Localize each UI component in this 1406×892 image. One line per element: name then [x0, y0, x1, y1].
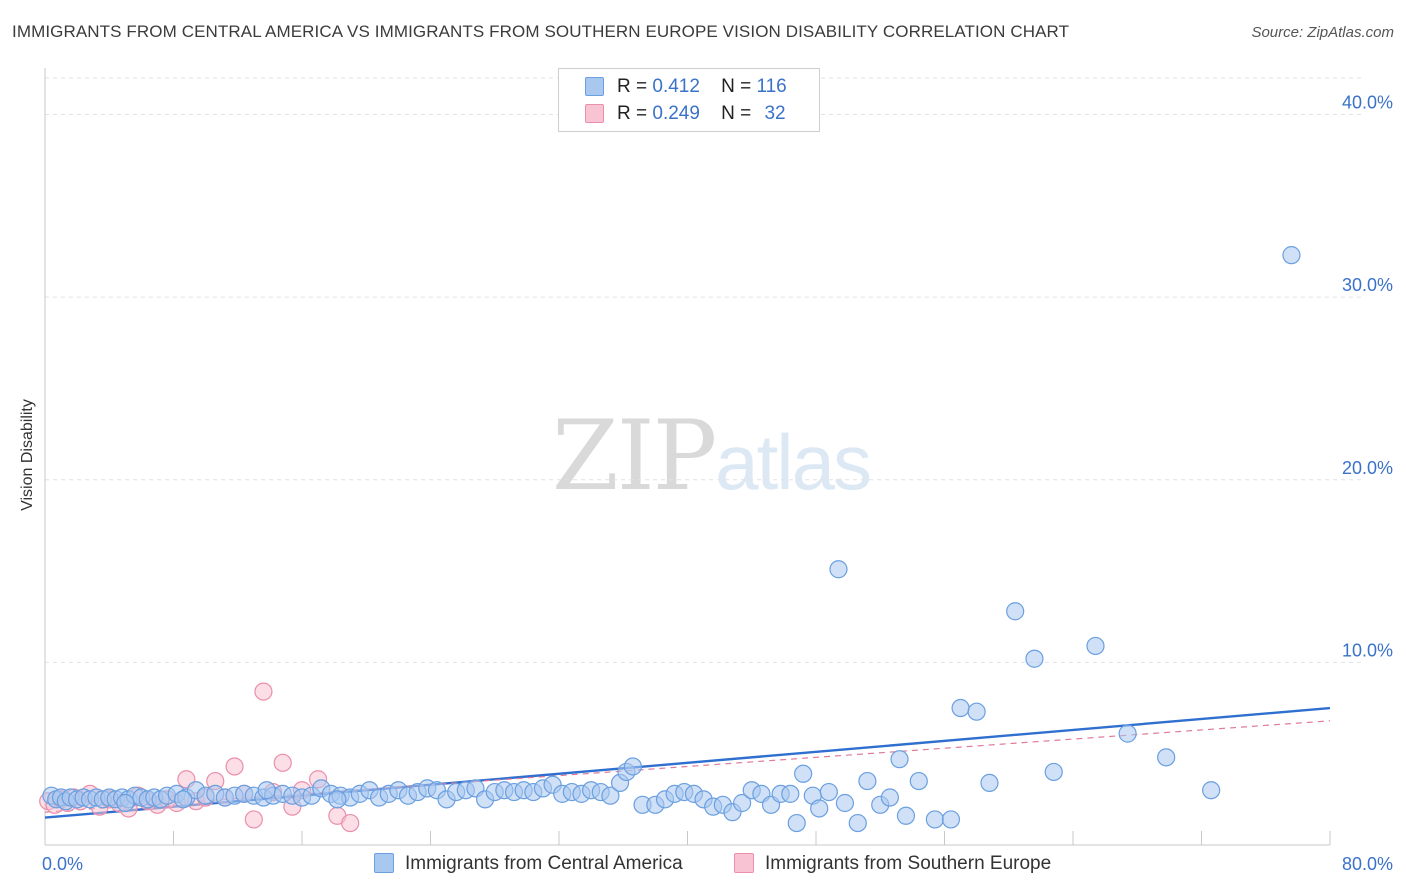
source-credit: Source: ZipAtlas.com [1251, 24, 1394, 41]
legend-n-value: 32 [764, 103, 786, 124]
tick-labels: 10.0% 20.0% 30.0% 40.0% 0.0% 80.0% [42, 93, 1393, 874]
point-central-america [1157, 748, 1176, 767]
point-southern-europe [225, 757, 244, 776]
legend-swatch-blue [585, 77, 604, 96]
point-central-america [829, 560, 848, 579]
point-central-america [941, 810, 961, 829]
point-central-america [623, 757, 642, 776]
point-central-america [1006, 602, 1025, 621]
point-central-america [787, 813, 806, 833]
y-tick-label: 10.0% [1342, 640, 1393, 660]
legend-r-label: R = [617, 103, 648, 124]
x-tick-label: 80.0% [1342, 854, 1393, 874]
axes [44, 68, 1331, 846]
point-central-america [819, 782, 838, 802]
point-central-america [880, 788, 899, 807]
series-label: Immigrants from Southern Europe [765, 853, 1052, 874]
y-axis-label: Vision Disability [19, 399, 36, 511]
point-southern-europe [254, 682, 273, 701]
point-central-america [1086, 636, 1105, 656]
point-central-america [328, 790, 347, 809]
point-central-america [951, 698, 970, 718]
series-swatch-pink [734, 853, 754, 873]
point-central-america [1118, 724, 1137, 743]
point-central-america [1044, 762, 1063, 782]
x-tick-label: 0.0% [42, 854, 83, 874]
series-label: Immigrants from Central America [405, 853, 683, 874]
point-central-america [733, 793, 752, 813]
y-tick-label: 30.0% [1342, 275, 1393, 295]
point-central-america [848, 813, 867, 833]
point-central-america [174, 790, 193, 809]
point-southern-europe [244, 810, 263, 829]
correlation-legend: R = 0.412 N = 116 R = 0.249 N = 32 [558, 68, 820, 132]
point-central-america [858, 771, 877, 791]
legend-n-label: N = [721, 103, 752, 124]
point-central-america [890, 750, 909, 769]
legend-r-value: 0.249 [652, 103, 700, 124]
point-southern-europe [273, 753, 292, 772]
point-central-america [810, 799, 829, 818]
legend-swatch-pink [585, 104, 604, 123]
point-central-america [257, 781, 276, 800]
point-central-america [1282, 246, 1301, 265]
legend-n-value: 116 [756, 76, 787, 97]
series-swatch-blue [374, 853, 394, 873]
point-central-america [967, 702, 986, 721]
point-central-america [909, 771, 928, 791]
legend-n-label: N = [721, 76, 752, 97]
point-central-america [835, 793, 855, 813]
data-points [39, 246, 1301, 833]
point-central-america [925, 810, 944, 829]
point-central-america [781, 784, 800, 803]
point-central-america [1202, 781, 1221, 800]
watermark-logo: ZIPatlas [552, 400, 872, 512]
point-central-america [896, 806, 916, 825]
chart-title: IMMIGRANTS FROM CENTRAL AMERICA VS IMMIG… [12, 22, 1070, 41]
point-central-america [794, 764, 813, 783]
legend-r-label: R = [617, 76, 648, 97]
legend-r-value: 0.412 [652, 76, 700, 97]
point-central-america [601, 786, 620, 805]
y-tick-label: 40.0% [1342, 93, 1393, 113]
point-central-america [980, 773, 999, 793]
point-central-america [116, 793, 135, 813]
point-central-america [1025, 649, 1044, 668]
grid-lines [45, 77, 1365, 663]
y-tick-label: 20.0% [1342, 458, 1393, 478]
point-southern-europe [341, 813, 360, 833]
